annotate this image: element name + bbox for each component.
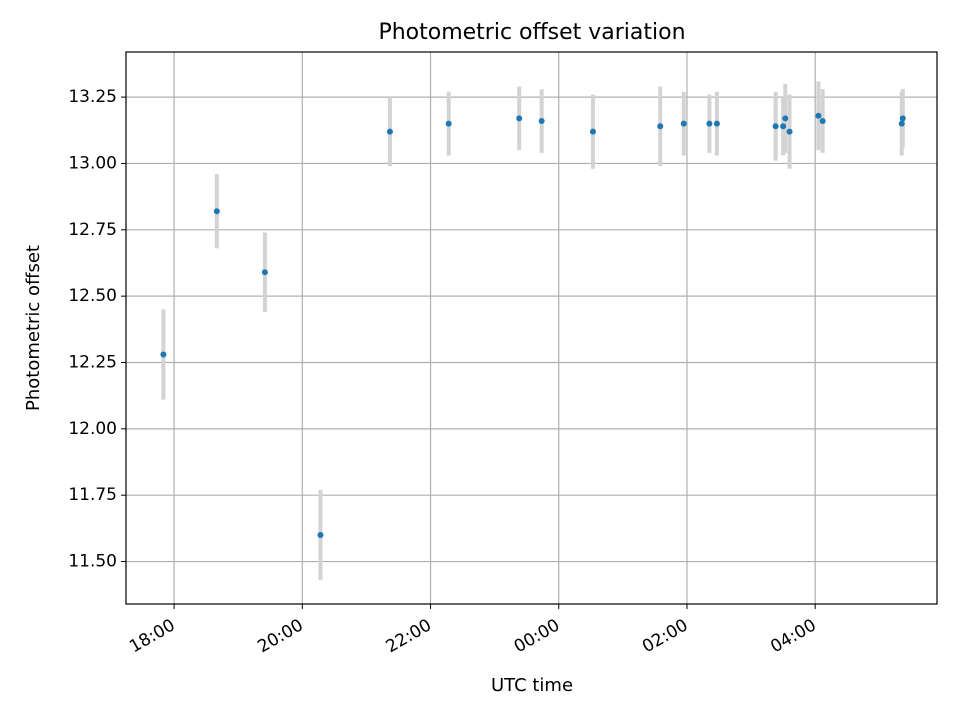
data-point [317,532,324,538]
data-point [680,120,687,127]
y-axis-label: Photometric offset [23,245,44,411]
data-point [589,128,596,135]
data-point [386,128,393,135]
data-point [772,123,779,130]
data-point [782,115,789,122]
y-tick-label: 12.00 [68,419,117,439]
data-point [786,128,793,135]
y-axis: 11.50 11.75 12.00 12.25 12.50 12.75 13.00 13.25 [68,87,126,572]
grid [126,52,937,604]
data-point [819,118,826,124]
y-tick-label: 13.25 [68,87,117,107]
y-tick-label: 11.50 [68,552,117,572]
data-point [815,112,822,119]
y-tick-label: 12.50 [68,286,117,306]
x-axis-label: UTC time [491,675,573,696]
data-point [261,269,268,276]
y-tick-label: 11.75 [68,485,117,505]
plot-frame [125,51,938,605]
data-point [780,123,787,130]
chart-title: Photometric offset variation [378,20,685,45]
data-points [160,112,906,538]
data-point [713,120,720,127]
data-point [898,120,905,127]
data-point [445,120,452,127]
y-tick-label: 12.25 [68,353,117,373]
y-tick-label: 12.75 [68,220,117,240]
y-tick-label: 13.00 [68,153,117,173]
data-point [899,115,906,122]
data-point [657,123,664,130]
data-point [213,208,220,215]
data-point [538,118,545,124]
data-point [706,120,713,127]
data-point [516,115,523,122]
data-point [160,351,167,358]
